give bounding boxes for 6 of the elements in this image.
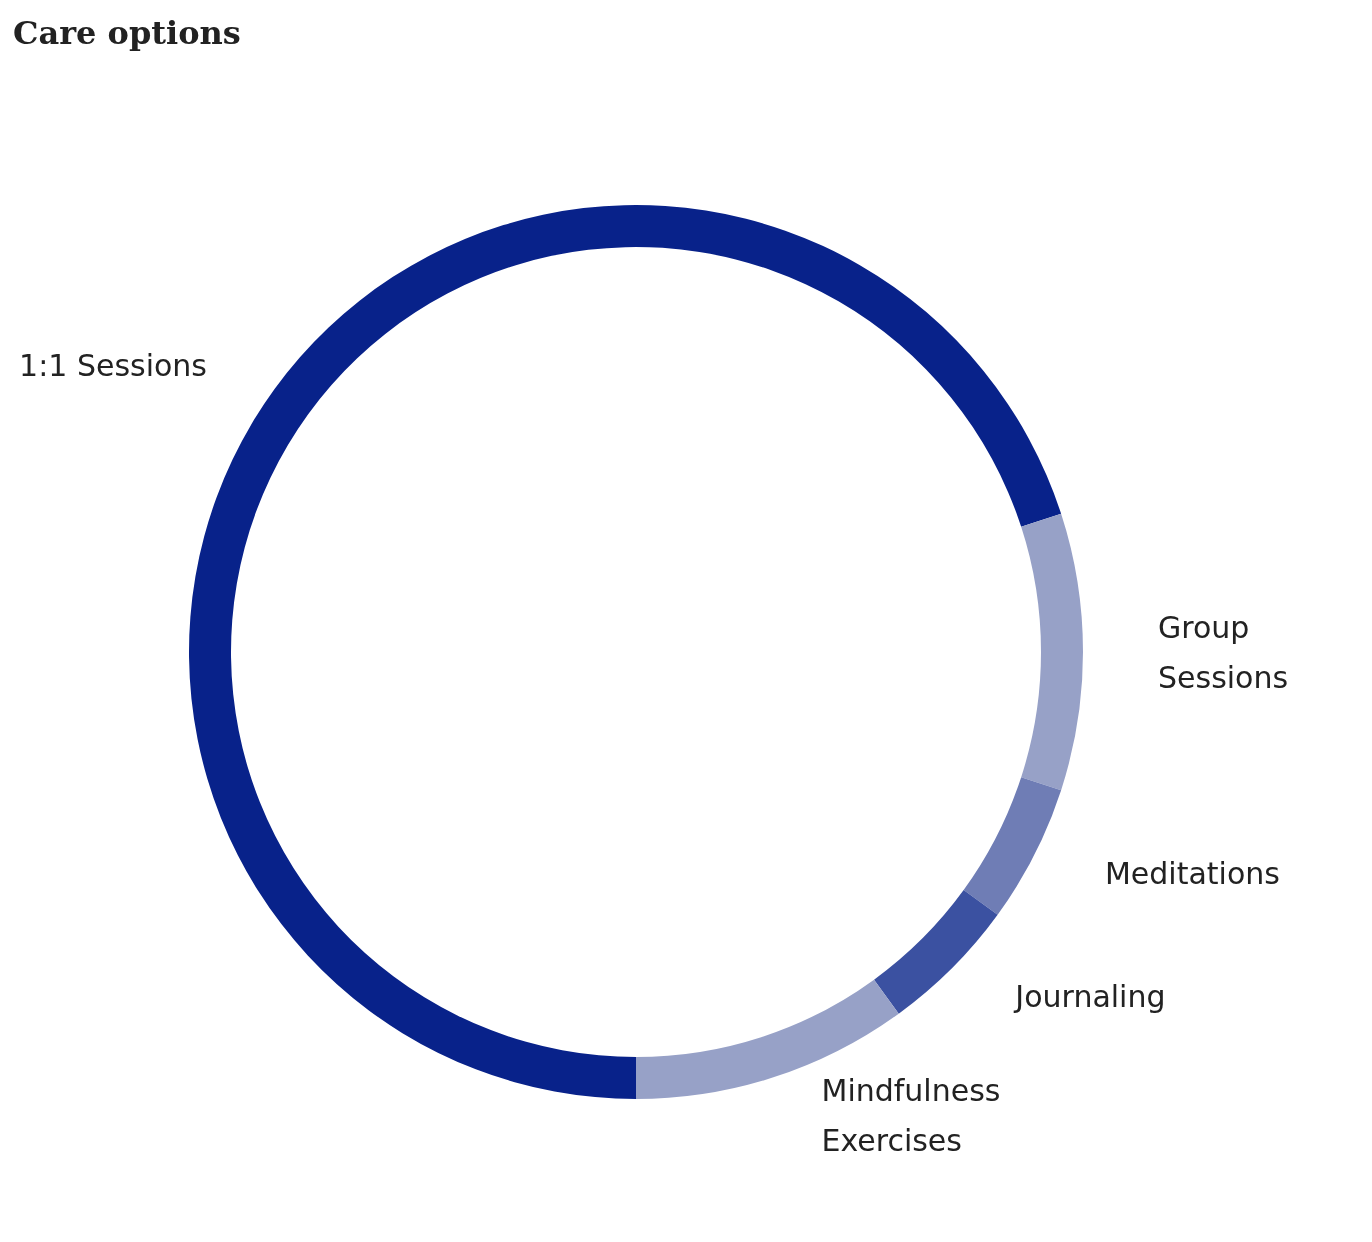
slice-label: 1:1 Sessions <box>19 348 208 384</box>
slice-label: Journaling <box>1013 978 1166 1014</box>
slice-label: Group Sessions <box>1158 609 1289 695</box>
chart-title: Care options <box>13 14 241 52</box>
slice-label: Meditations <box>1104 855 1280 891</box>
slice-label: Mindfulness Exercises <box>821 1072 1010 1158</box>
